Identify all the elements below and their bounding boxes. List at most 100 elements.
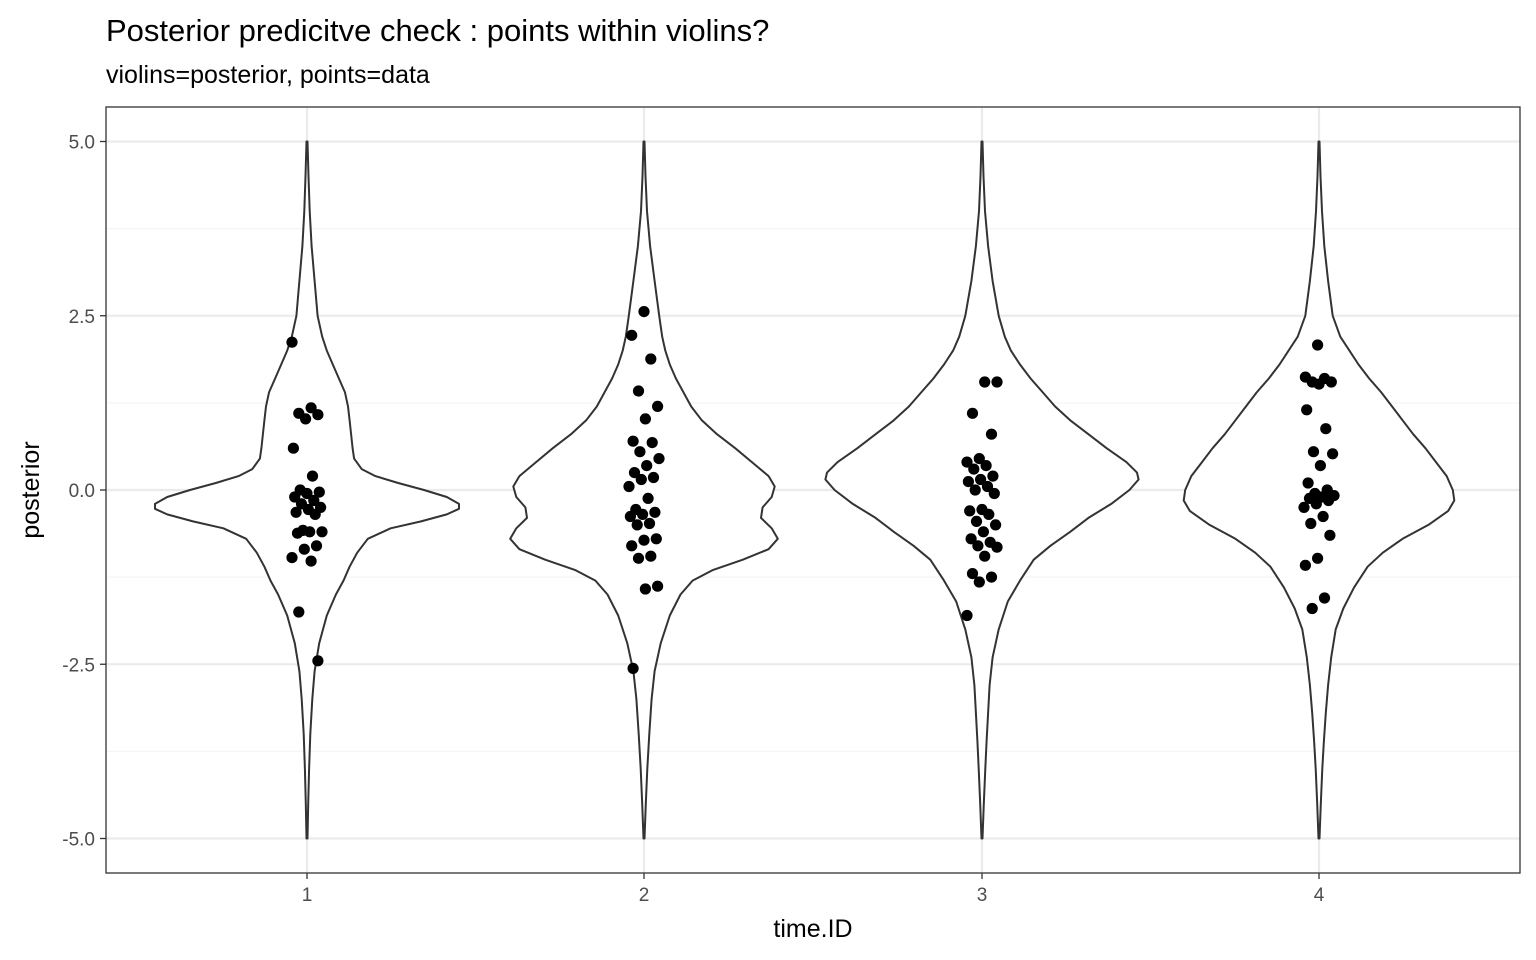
data-point xyxy=(975,473,987,486)
data-point xyxy=(1299,559,1311,571)
data-point xyxy=(990,519,1002,531)
data-point xyxy=(1322,494,1335,507)
x-tick-label: 1 xyxy=(302,885,313,906)
data-point xyxy=(300,413,312,425)
data-point xyxy=(965,533,977,545)
data-point xyxy=(964,505,976,517)
data-point xyxy=(983,508,995,520)
data-point xyxy=(1314,460,1326,472)
y-axis-title: posterior xyxy=(17,441,45,538)
data-point xyxy=(985,571,998,583)
data-point xyxy=(961,609,973,622)
data-point xyxy=(1320,423,1332,435)
data-point xyxy=(301,487,313,500)
data-point xyxy=(649,506,661,518)
data-points xyxy=(286,306,1340,675)
chart-title: Posterior predicitve check : points with… xyxy=(106,13,769,48)
data-point xyxy=(973,576,985,588)
data-point xyxy=(979,376,991,388)
data-point xyxy=(313,486,325,498)
data-point xyxy=(647,471,660,484)
data-point xyxy=(626,329,638,341)
data-point xyxy=(966,568,979,580)
data-point xyxy=(627,435,639,447)
data-point xyxy=(962,476,975,488)
violin-3 xyxy=(824,140,1140,840)
data-point xyxy=(991,376,1003,388)
data-point xyxy=(961,456,973,468)
data-point xyxy=(977,526,990,538)
data-point xyxy=(638,306,650,318)
data-point xyxy=(638,534,650,546)
y-tick-label: 0.0 xyxy=(69,481,95,502)
chart-subtitle: violins=posterior, points=data xyxy=(106,61,430,89)
data-point xyxy=(1325,376,1337,388)
data-point xyxy=(652,400,664,412)
data-point xyxy=(969,484,981,496)
violin-2 xyxy=(509,140,779,840)
data-point xyxy=(980,460,992,472)
data-point xyxy=(626,540,638,552)
data-point xyxy=(966,407,979,419)
data-point xyxy=(1318,592,1331,604)
data-point xyxy=(652,580,664,592)
data-point xyxy=(1301,404,1313,416)
x-tick-label: 2 xyxy=(639,885,650,906)
data-point xyxy=(304,526,316,538)
data-point xyxy=(308,494,320,507)
data-point xyxy=(981,480,994,493)
data-point xyxy=(291,527,304,539)
data-point xyxy=(653,453,665,465)
data-point xyxy=(979,550,991,562)
data-point xyxy=(641,460,653,472)
data-point xyxy=(312,655,324,667)
data-point xyxy=(1312,552,1324,564)
data-point xyxy=(627,662,639,675)
y-tick-label: -2.5 xyxy=(62,655,95,676)
data-point xyxy=(1317,510,1329,523)
x-tick-label: 3 xyxy=(977,885,988,906)
y-tick-label: 2.5 xyxy=(69,307,95,328)
data-point xyxy=(1324,529,1336,541)
data-point xyxy=(1298,501,1310,513)
data-point xyxy=(1307,446,1320,458)
data-point xyxy=(293,606,305,618)
data-point xyxy=(287,442,299,454)
data-point xyxy=(286,336,298,348)
data-point xyxy=(642,492,654,504)
data-point xyxy=(973,453,985,465)
data-point xyxy=(632,385,645,397)
data-point xyxy=(306,470,319,482)
data-point xyxy=(1327,448,1339,460)
data-point xyxy=(645,550,657,562)
data-point xyxy=(650,533,662,545)
data-point xyxy=(637,508,649,520)
data-point xyxy=(988,487,1000,500)
data-point xyxy=(968,463,980,475)
data-point xyxy=(312,409,324,421)
data-point xyxy=(289,491,301,503)
data-point xyxy=(305,555,317,567)
data-point xyxy=(646,437,658,449)
data-point xyxy=(631,519,643,531)
data-point xyxy=(643,517,656,530)
data-point xyxy=(634,446,646,458)
data-point xyxy=(290,506,302,518)
data-point xyxy=(972,540,984,552)
data-point xyxy=(1305,517,1317,530)
data-point xyxy=(298,543,310,555)
data-point xyxy=(639,413,652,425)
data-point xyxy=(1310,498,1322,510)
data-point xyxy=(991,541,1003,553)
x-axis-title: time.ID xyxy=(773,915,852,943)
data-point xyxy=(624,510,637,523)
data-point xyxy=(987,470,999,482)
data-point xyxy=(628,467,641,479)
data-point xyxy=(305,402,317,414)
data-point xyxy=(645,353,657,365)
data-point xyxy=(1302,477,1314,489)
axes: -5.0 -2.5 0.0 2.5 5.0 1 2 3 4 xyxy=(62,133,1324,907)
data-point xyxy=(632,552,645,564)
y-tick-label: 5.0 xyxy=(69,133,95,154)
data-point xyxy=(623,480,635,493)
